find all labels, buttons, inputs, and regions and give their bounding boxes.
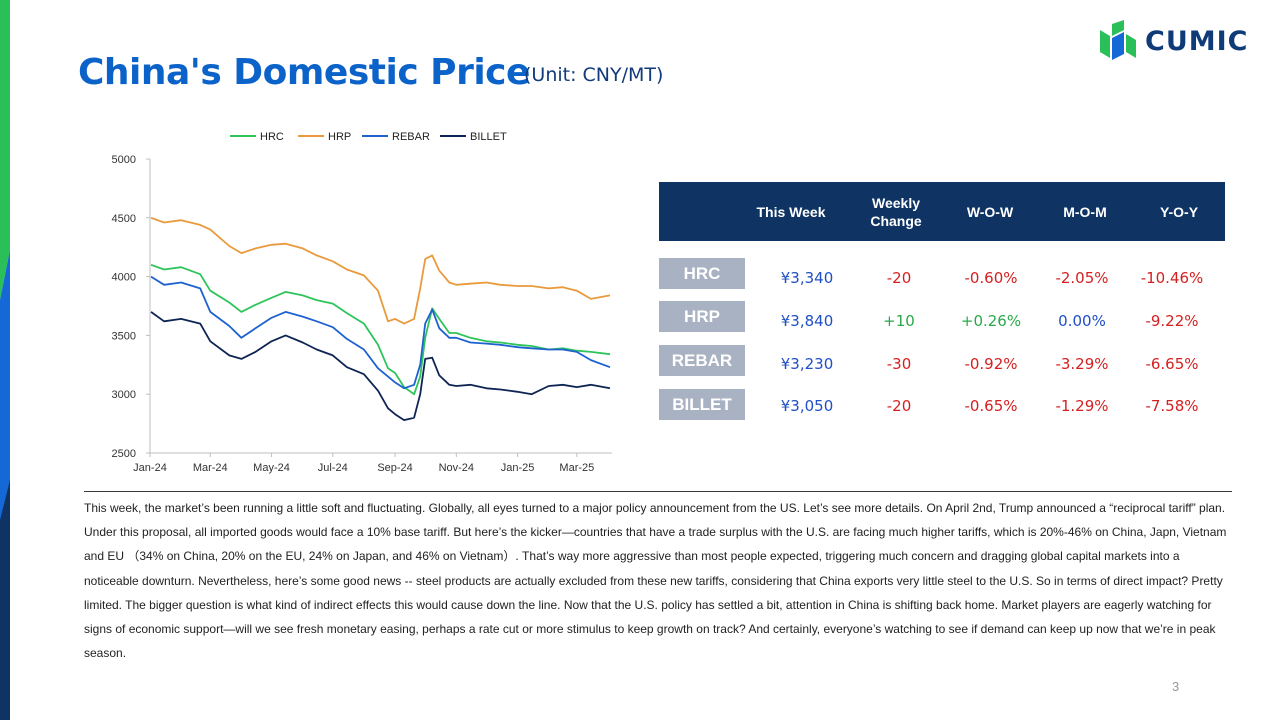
billet-wow: -0.65%: [964, 396, 1018, 415]
series-line-hrp: [150, 216, 611, 325]
header-this-week: This Week: [756, 203, 826, 220]
hrp-weekly-change: +10: [883, 311, 915, 330]
chart-axes: 2500 3000 3500 4000 4500 5000 Jan-24 Mar-24 May-…: [112, 154, 612, 474]
hrp-mom: 0.00%: [1058, 311, 1106, 330]
hrc-this-week: ¥3,340: [780, 268, 834, 287]
rebar-yoy: -6.65%: [1145, 354, 1199, 373]
page-title: China's Domestic Price: [78, 52, 530, 93]
hrp-yoy: -9.22%: [1145, 311, 1199, 330]
legend-label: REBAR: [392, 131, 430, 143]
hrp-wow: +0.26%: [960, 311, 1022, 330]
unit-label: (Unit: CNY/MT): [524, 64, 664, 86]
y-tick-label: 5000: [112, 154, 136, 166]
series-line-hrc: [150, 263, 611, 396]
hrc-mom: -2.05%: [1055, 268, 1109, 287]
y-tick-label: 4500: [112, 213, 136, 225]
chart-legend: HRC HRP REBAR BILLET: [230, 131, 507, 143]
x-tick-label: Jul-24: [318, 462, 348, 474]
billet-weekly-change: -20: [886, 396, 912, 415]
market-commentary: This week, the market’s been running a l…: [84, 501, 1227, 661]
series-line-billet: [150, 311, 611, 422]
legend-label: HRP: [328, 131, 351, 143]
y-tick-label: 3000: [112, 389, 136, 401]
rebar-this-week: ¥3,230: [780, 354, 834, 373]
x-tick-label: May-24: [253, 462, 290, 474]
billet-mom: -1.29%: [1055, 396, 1109, 415]
divider-line: [84, 491, 1232, 492]
header-wow: W-O-W: [966, 203, 1014, 220]
x-tick-label: Jan-25: [501, 462, 535, 474]
hrc-weekly-change: -20: [886, 268, 912, 287]
rebar-mom: -3.29%: [1055, 354, 1109, 373]
x-tick-label: Sep-24: [377, 462, 412, 474]
header-weekly-change: Weekly Change: [870, 194, 922, 229]
y-tick-label: 2500: [112, 448, 136, 460]
hrc-wow: -0.60%: [964, 268, 1018, 287]
header-yoy: Y-O-Y: [1159, 203, 1199, 220]
chart-series: [150, 216, 611, 422]
row-label-rebar: REBAR: [659, 345, 745, 376]
legend-label: BILLET: [470, 131, 507, 143]
y-tick-label: 3500: [112, 330, 136, 342]
rebar-weekly-change: -30: [886, 354, 912, 373]
rebar-wow: -0.92%: [964, 354, 1018, 373]
billet-this-week: ¥3,050: [780, 396, 834, 415]
x-tick-label: Nov-24: [439, 462, 474, 474]
logo-text: CUMIC: [1145, 26, 1249, 57]
row-label-billet: BILLET: [659, 389, 745, 420]
series-line-rebar: [150, 275, 611, 390]
price-line-chart: HRC HRP REBAR BILLET 2500 3000 3500 4000 4500 50…: [112, 131, 612, 474]
left-accent-stripe: [0, 0, 10, 720]
row-label-hrp: HRP: [659, 301, 745, 332]
header-mom: M-O-M: [1063, 203, 1107, 220]
y-tick-label: 4000: [112, 272, 136, 284]
legend-label: HRC: [260, 131, 284, 143]
hrp-this-week: ¥3,840: [780, 311, 834, 330]
cumic-logo-icon: [1100, 20, 1136, 60]
hrc-yoy: -10.46%: [1140, 268, 1204, 287]
page-number: 3: [1172, 679, 1180, 694]
row-label-hrc: HRC: [659, 258, 745, 289]
price-table-header: This Week Weekly Change W-O-W M-O-M Y-O-…: [659, 182, 1225, 241]
x-tick-label: Mar-25: [559, 462, 594, 474]
x-tick-label: Mar-24: [193, 462, 228, 474]
billet-yoy: -7.58%: [1145, 396, 1199, 415]
x-tick-label: Jan-24: [133, 462, 167, 474]
